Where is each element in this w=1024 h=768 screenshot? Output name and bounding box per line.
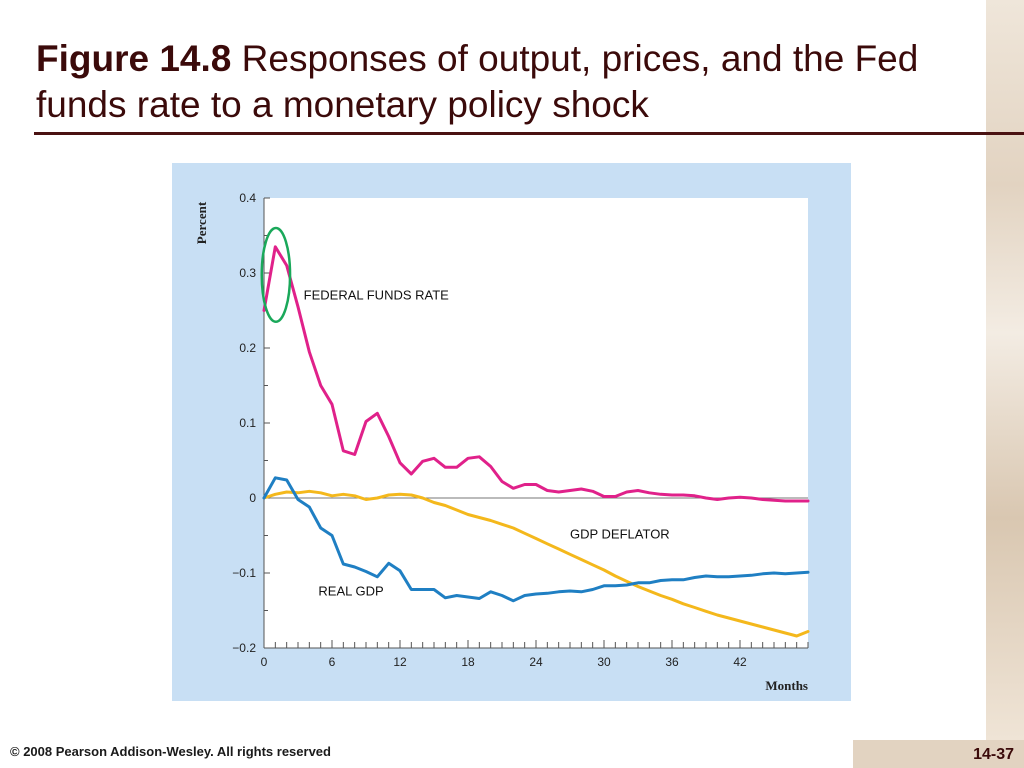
x-tick-label: 0 bbox=[261, 655, 268, 669]
line-chart: −0.2 −0.1 0 0.1 0.2 0.3 0.4 0 6 12 18 24 30 36 42 Month… bbox=[194, 191, 810, 693]
slide-number: 14-37 bbox=[973, 746, 1014, 763]
y-tick-label: 0.3 bbox=[239, 266, 256, 280]
series-line-federal-funds-rate bbox=[262, 245, 810, 503]
x-tick-label: 24 bbox=[529, 655, 543, 669]
title-text: Responses of output, prices, and the Fed… bbox=[36, 38, 919, 125]
x-tick-label: 18 bbox=[461, 655, 475, 669]
slide-title: Figure 14.8 Responses of output, prices,… bbox=[36, 36, 976, 128]
y-tick-label: 0.1 bbox=[239, 416, 256, 430]
series-line-real-gdp bbox=[262, 476, 810, 603]
y-tick-label: −0.1 bbox=[232, 566, 256, 580]
x-axis-label: Months bbox=[765, 678, 808, 693]
annotation-label: REAL GDP bbox=[318, 584, 383, 599]
decorative-side-strip bbox=[986, 0, 1024, 740]
chart-panel: −0.2 −0.1 0 0.1 0.2 0.3 0.4 0 6 12 18 24 30 36 42 Month… bbox=[172, 163, 851, 701]
y-tick-label: 0.2 bbox=[239, 341, 256, 355]
plot-area bbox=[264, 198, 808, 648]
y-tick-label: −0.2 bbox=[232, 641, 256, 655]
title-divider bbox=[34, 132, 1024, 135]
annotation-label: GDP DEFLATOR bbox=[570, 527, 670, 542]
slide-number-box: 14-37 bbox=[853, 740, 1024, 768]
series-line-gdp-deflator bbox=[262, 489, 810, 638]
x-tick-label: 12 bbox=[393, 655, 407, 669]
x-tick-label: 6 bbox=[329, 655, 336, 669]
x-tick-label: 30 bbox=[597, 655, 611, 669]
y-tick-label: 0.4 bbox=[239, 191, 256, 205]
y-tick-label: 0 bbox=[249, 491, 256, 505]
x-tick-label: 36 bbox=[665, 655, 679, 669]
annotation-label: FEDERAL FUNDS RATE bbox=[304, 287, 450, 302]
y-axis-label: Percent bbox=[194, 201, 209, 244]
title-figure-number: Figure 14.8 bbox=[36, 38, 232, 79]
highlight-ellipse bbox=[260, 226, 292, 323]
x-tick-label: 42 bbox=[733, 655, 747, 669]
copyright-footer: © 2008 Pearson Addison-Wesley. All right… bbox=[10, 744, 331, 759]
